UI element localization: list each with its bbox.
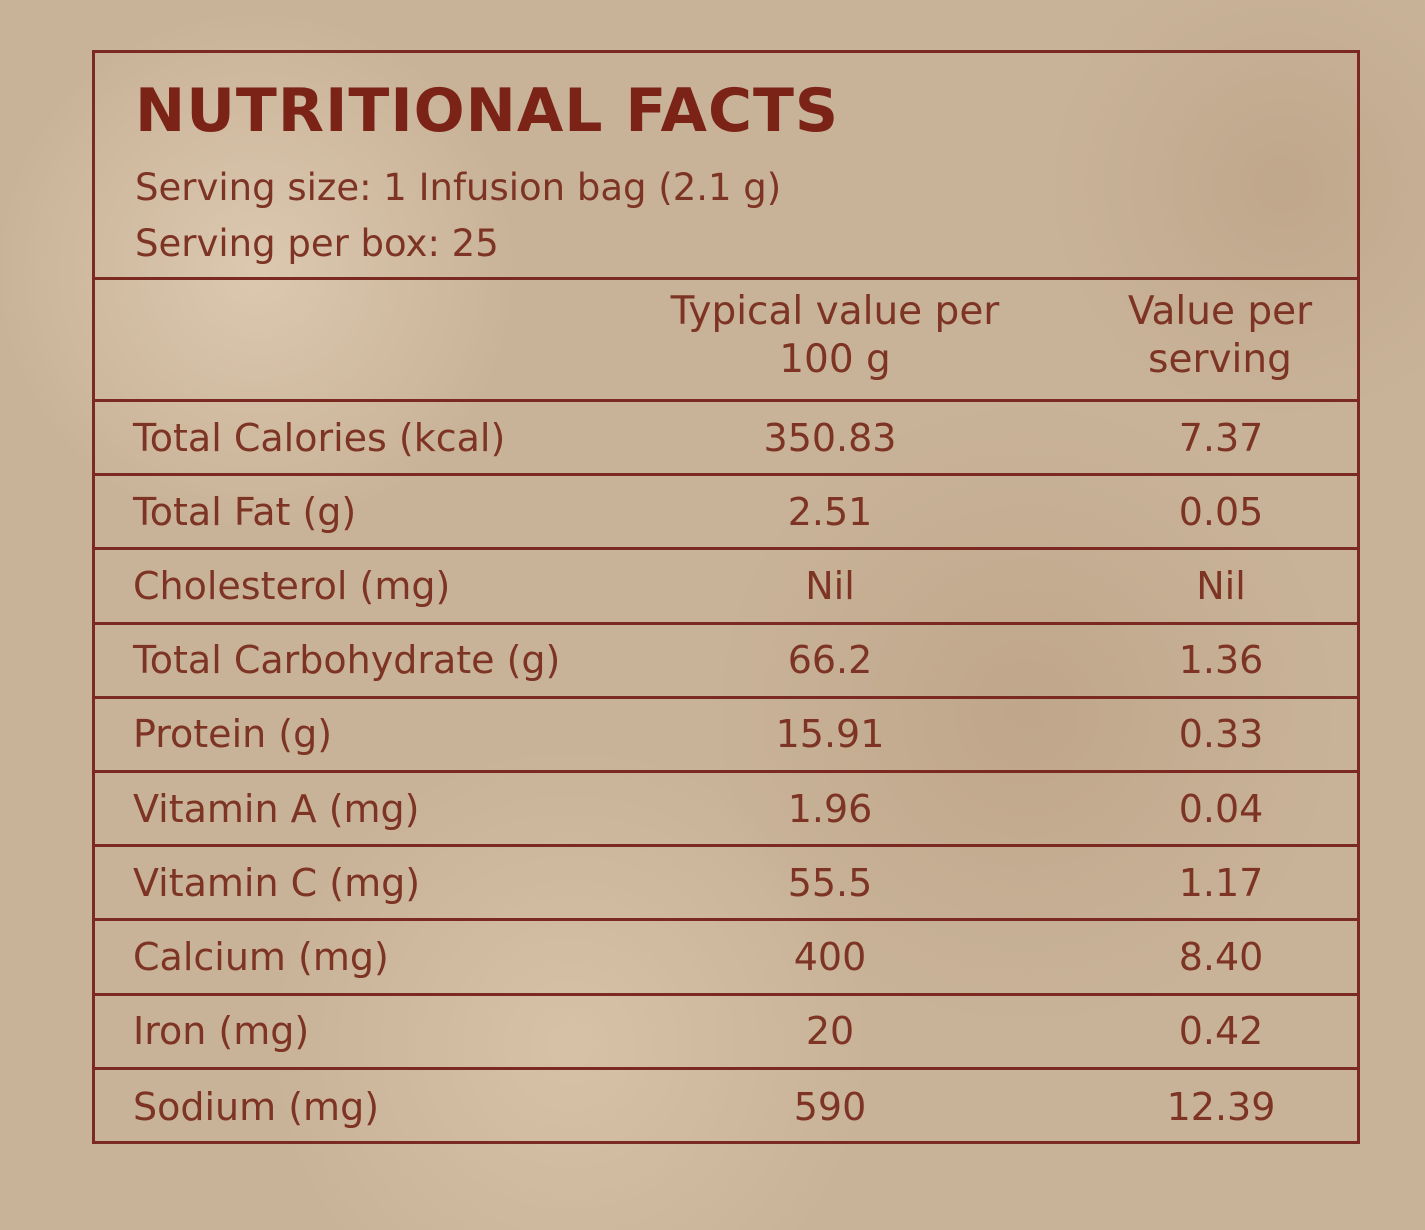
value-per-100g: 15.91 — [775, 712, 885, 757]
column-header-per-100g-line1: Typical value per — [670, 289, 1000, 334]
value-per-serving: Nil — [1196, 563, 1246, 608]
table-row: Vitamin C (mg) 55.5 1.17 — [95, 847, 1357, 922]
nutrient-label: Protein (g) — [133, 712, 333, 757]
serving-size: Serving size: 1 Infusion bag (2.1 g) — [135, 166, 782, 209]
nutrition-facts-panel: NUTRITIONAL FACTS Serving size: 1 Infusi… — [92, 50, 1360, 1144]
nutrient-rows: Total Calories (kcal) 350.83 7.37 Total … — [95, 402, 1357, 1144]
value-per-100g: 590 — [793, 1084, 867, 1129]
nutrient-label: Total Carbohydrate (g) — [133, 638, 561, 683]
column-header-per-serving: Value per serving — [1085, 288, 1355, 384]
value-per-serving: 12.39 — [1166, 1084, 1276, 1129]
servings-per-box: Serving per box: 25 — [135, 222, 499, 265]
value-per-serving: 7.37 — [1178, 415, 1264, 460]
value-per-serving: 0.42 — [1178, 1009, 1264, 1054]
column-header-per-serving-line2: serving — [1148, 337, 1292, 382]
column-header-per-100g-line2: 100 g — [779, 337, 891, 382]
column-headers: Typical value per 100 g Value per servin… — [95, 280, 1357, 402]
nutrition-header: NUTRITIONAL FACTS Serving size: 1 Infusi… — [95, 53, 1357, 280]
value-per-100g: 66.2 — [787, 638, 873, 683]
value-per-100g: 400 — [793, 934, 867, 979]
value-per-serving: 0.33 — [1178, 712, 1264, 757]
table-row: Total Fat (g) 2.51 0.05 — [95, 476, 1357, 551]
nutrient-label: Vitamin A (mg) — [133, 786, 420, 831]
value-per-100g: 55.5 — [787, 860, 873, 905]
nutrient-label: Total Fat (g) — [133, 489, 357, 534]
value-per-100g: 20 — [805, 1009, 855, 1054]
value-per-100g: 1.96 — [787, 786, 873, 831]
value-per-serving: 0.05 — [1178, 489, 1264, 534]
table-row: Total Calories (kcal) 350.83 7.37 — [95, 402, 1357, 477]
table-row: Protein (g) 15.91 0.33 — [95, 699, 1357, 773]
table-row: Calcium (mg) 400 8.40 — [95, 921, 1357, 996]
table-row: Sodium (mg) 590 12.39 — [95, 1070, 1357, 1144]
value-per-serving: 0.04 — [1178, 786, 1264, 831]
nutrient-label: Iron (mg) — [133, 1009, 310, 1054]
column-header-per-serving-line1: Value per — [1127, 289, 1313, 334]
nutrient-label: Total Calories (kcal) — [133, 415, 506, 460]
nutrient-label: Calcium (mg) — [133, 934, 389, 979]
table-row: Total Carbohydrate (g) 66.2 1.36 — [95, 625, 1357, 699]
table-row: Vitamin A (mg) 1.96 0.04 — [95, 773, 1357, 848]
nutrient-label: Vitamin C (mg) — [133, 860, 421, 905]
table-row: Cholesterol (mg) Nil Nil — [95, 550, 1357, 625]
nutrient-label: Cholesterol (mg) — [133, 563, 451, 608]
value-per-100g: 350.83 — [763, 415, 897, 460]
value-per-serving: 8.40 — [1178, 934, 1264, 979]
nutrient-label: Sodium (mg) — [133, 1084, 380, 1129]
value-per-serving: 1.17 — [1178, 860, 1264, 905]
column-header-per-100g: Typical value per 100 g — [625, 288, 1045, 384]
table-row: Iron (mg) 20 0.42 — [95, 996, 1357, 1070]
nutrition-title: NUTRITIONAL FACTS — [135, 76, 840, 146]
value-per-serving: 1.36 — [1178, 638, 1264, 683]
value-per-100g: Nil — [805, 563, 855, 608]
value-per-100g: 2.51 — [787, 489, 873, 534]
